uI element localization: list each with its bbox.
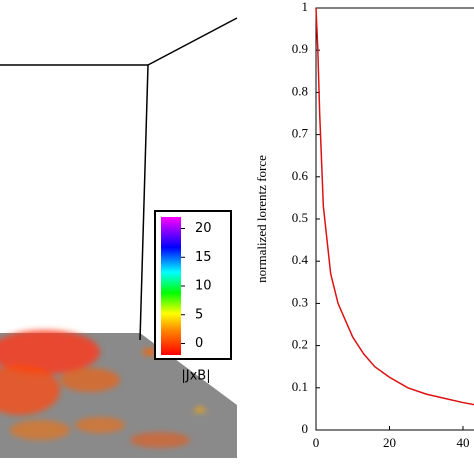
render-view bbox=[0, 17, 238, 458]
colorbar-label: |JxB| bbox=[181, 369, 210, 384]
y-tick-label: 0.4 bbox=[292, 252, 309, 267]
y-tick-label: 0.1 bbox=[292, 379, 308, 394]
x-tick-label: 0 bbox=[313, 435, 320, 450]
y-tick-label: 0.7 bbox=[292, 126, 309, 141]
colorbar bbox=[161, 217, 181, 355]
colorbar-tick-label: 20 bbox=[195, 221, 212, 236]
colorbar-tick-label: 10 bbox=[195, 279, 212, 294]
box-edge bbox=[139, 64, 149, 341]
x-tick-label: 20 bbox=[383, 435, 396, 450]
y-tick-label: 0.3 bbox=[292, 294, 308, 309]
box-edge bbox=[147, 17, 238, 66]
y-tick-label: 1 bbox=[302, 0, 309, 14]
y-tick-label: 0.8 bbox=[292, 83, 308, 98]
colorbar-tick-label: 5 bbox=[195, 307, 203, 322]
colorbar-tick-label: 15 bbox=[195, 250, 212, 265]
y-tick-label: 0.9 bbox=[292, 41, 308, 56]
y-tick-label: 0 bbox=[302, 421, 309, 436]
line-series bbox=[315, 7, 474, 406]
plot-frame bbox=[315, 7, 474, 431]
y-axis-label: normalized lorentz force bbox=[254, 155, 269, 283]
y-tick-label: 0.2 bbox=[292, 337, 308, 352]
y-tick-label: 0.5 bbox=[292, 210, 308, 225]
colorbar-tick-label: 0 bbox=[195, 336, 203, 351]
x-tick-label: 40 bbox=[456, 435, 469, 450]
y-tick-label: 0.6 bbox=[292, 168, 309, 183]
